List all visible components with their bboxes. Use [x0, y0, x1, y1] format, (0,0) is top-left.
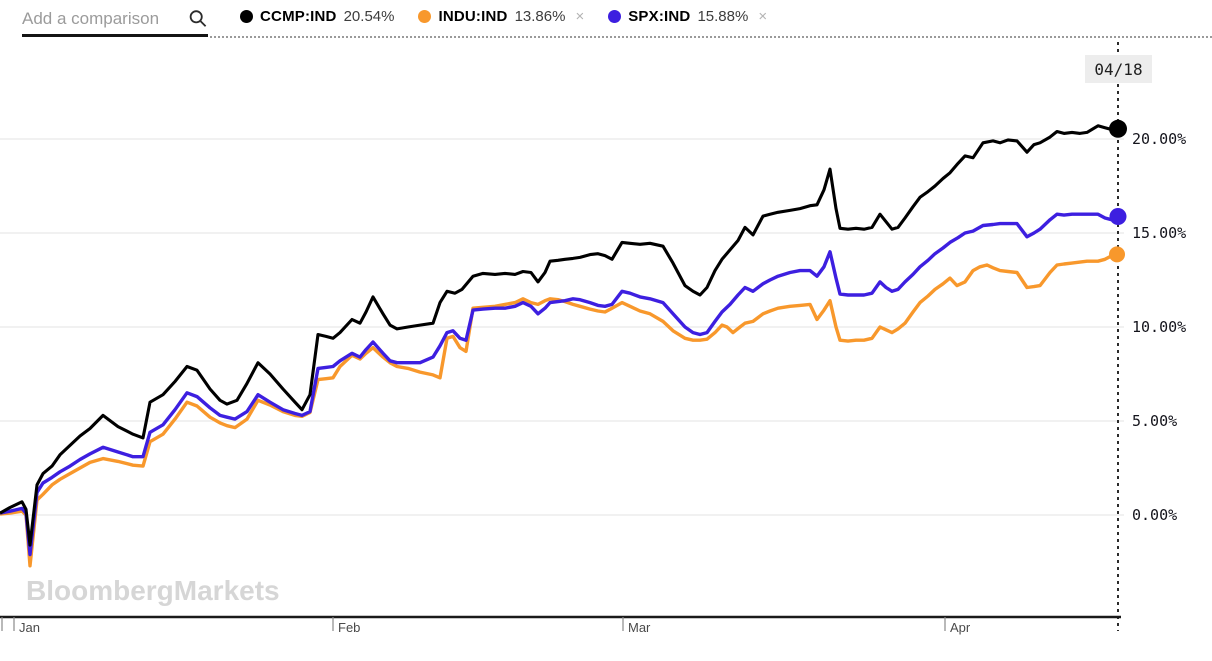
- series-line-INDU:IND: [0, 252, 1118, 568]
- spx-value: 15.88%: [697, 8, 749, 25]
- y-axis-label-0: 0.00%: [1132, 505, 1178, 524]
- series-end-dot-CCMP:IND: [1109, 119, 1127, 138]
- x-axis-label-jan: Jan: [19, 620, 40, 635]
- search-icon: [189, 10, 207, 27]
- bloomberg-markets-watermark: BloombergMarkets: [26, 575, 280, 606]
- x-axis-label-apr: Apr: [950, 620, 971, 635]
- indu-value: 13.86%: [514, 8, 566, 25]
- x-axis-label-mar: Mar: [628, 620, 651, 635]
- legend: CCMP:IND 20.54% INDU:IND 13.86% × SPX:IN…: [240, 8, 767, 25]
- remove-indu-button[interactable]: ×: [575, 8, 585, 25]
- x-axis-label-feb: Feb: [338, 620, 361, 635]
- crosshair-date-label: 04/18: [1085, 55, 1152, 83]
- add-comparison-search[interactable]: [22, 4, 208, 37]
- legend-item-ccmp: CCMP:IND 20.54%: [240, 8, 394, 25]
- series-end-dot-SPX:IND: [1109, 208, 1127, 225]
- top-divider: [210, 36, 1212, 38]
- y-axis-label-15: 15.00%: [1132, 223, 1187, 242]
- series-line-SPX:IND: [0, 212, 1119, 557]
- indu-color-dot: [418, 10, 432, 23]
- ccmp-ticker-label: CCMP:IND: [260, 8, 337, 25]
- y-axis-label-20: 20.00%: [1132, 129, 1187, 148]
- spx-color-dot: [608, 10, 622, 23]
- search-input[interactable]: [22, 9, 180, 29]
- legend-item-spx: SPX:IND 15.88% ×: [608, 8, 767, 25]
- legend-item-indu: INDU:IND 13.86% ×: [418, 8, 584, 25]
- remove-spx-button[interactable]: ×: [758, 8, 768, 25]
- y-axis-label-10: 10.00%: [1132, 317, 1187, 336]
- series-end-dot-INDU:IND: [1109, 246, 1125, 263]
- spx-ticker-label: SPX:IND: [628, 8, 691, 25]
- ccmp-color-dot: [240, 10, 253, 23]
- ccmp-value: 20.54%: [343, 8, 395, 25]
- indu-ticker-label: INDU:IND: [438, 8, 508, 25]
- y-axis-label-5: 5.00%: [1132, 411, 1178, 430]
- series-line-CCMP:IND: [0, 124, 1119, 547]
